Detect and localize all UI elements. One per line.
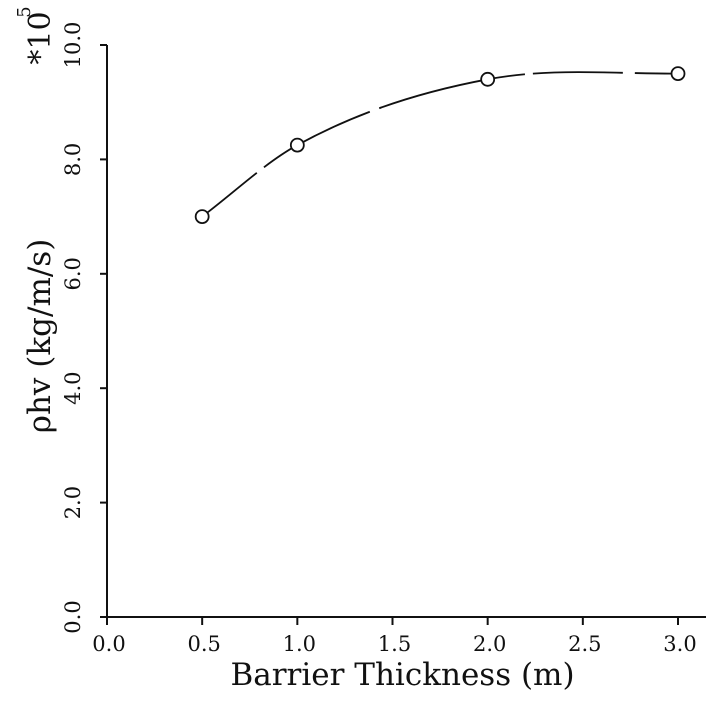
y-multiplier-exponent: 5 bbox=[14, 6, 35, 17]
y-tick-label: 4.0 bbox=[61, 371, 85, 404]
x-tick-label: 1.5 bbox=[378, 632, 411, 656]
x-tick-label: 3.0 bbox=[663, 632, 696, 656]
x-tick-label: 0.5 bbox=[187, 632, 220, 656]
axes bbox=[106, 45, 706, 618]
series-line bbox=[201, 71, 679, 218]
series-layer bbox=[201, 71, 679, 218]
y-tick-label: 0.0 bbox=[61, 600, 85, 633]
markers-layer bbox=[194, 66, 686, 225]
x-tick-label: 2.0 bbox=[473, 632, 506, 656]
data-point-marker bbox=[289, 137, 305, 153]
y-multiplier-base: *10 bbox=[23, 11, 58, 64]
y-tick-label: 8.0 bbox=[61, 143, 85, 176]
y-multiplier: *10 5 bbox=[14, 6, 58, 64]
data-point-marker bbox=[670, 66, 686, 81]
x-tick-label: 2.5 bbox=[568, 632, 601, 656]
y-ticks: 0.0 2.0 4.0 6.0 8.0 10.0 bbox=[61, 22, 107, 634]
data-point-marker bbox=[194, 209, 210, 225]
x-axis-title: Barrier Thickness (m) bbox=[230, 657, 574, 693]
x-tick-label: 0.0 bbox=[92, 632, 125, 656]
data-point-marker bbox=[480, 71, 496, 87]
x-tick-label: 1.0 bbox=[283, 632, 316, 656]
x-ticks: 0.0 0.5 1.0 1.5 2.0 2.5 3.0 bbox=[92, 617, 697, 656]
y-axis-title: ρhv (kg/m/s) bbox=[22, 239, 58, 434]
y-tick-label: 6.0 bbox=[61, 257, 85, 290]
y-tick-label: 2.0 bbox=[61, 486, 85, 519]
y-tick-label: 10.0 bbox=[61, 22, 85, 69]
